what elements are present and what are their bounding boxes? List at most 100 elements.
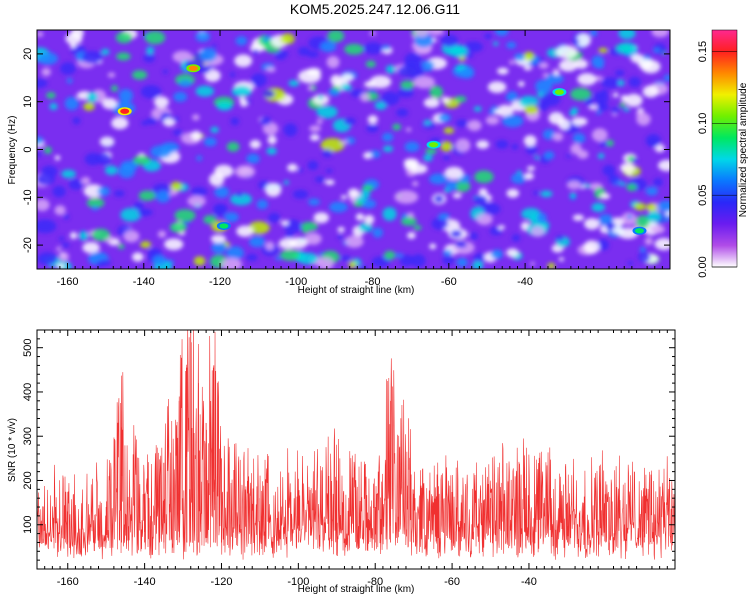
noise-blob xyxy=(534,155,539,160)
noise-blob xyxy=(654,144,665,153)
noise-blob xyxy=(304,232,322,245)
noise-blob xyxy=(358,222,373,233)
noise-blob xyxy=(141,120,149,126)
noise-blob xyxy=(230,193,253,206)
noise-blob xyxy=(234,54,253,68)
noise-blob xyxy=(558,59,578,72)
noise-blob xyxy=(250,73,267,87)
noise-blob xyxy=(61,169,76,179)
noise-blob xyxy=(443,127,455,134)
noise-blob xyxy=(533,190,539,196)
noise-blob xyxy=(61,242,70,248)
noise-blob xyxy=(249,139,261,149)
noise-blob xyxy=(566,154,572,158)
noise-blob xyxy=(382,207,397,221)
noise-blob xyxy=(143,53,156,63)
noise-blob xyxy=(487,81,507,93)
noise-blob xyxy=(536,212,547,223)
noise-blob xyxy=(320,41,337,53)
noise-blob xyxy=(309,125,321,132)
noise-blob xyxy=(455,119,468,128)
noise-blob xyxy=(456,257,468,268)
noise-blob xyxy=(653,177,663,187)
noise-blob xyxy=(308,198,320,206)
noise-blob xyxy=(174,209,196,222)
y-tick-label: 500 xyxy=(22,339,34,357)
noise-blob xyxy=(476,140,490,149)
noise-blob xyxy=(404,52,422,67)
noise-blob xyxy=(577,73,597,86)
noise-blob xyxy=(454,95,467,103)
noise-blob xyxy=(382,132,394,142)
noise-blob xyxy=(627,261,634,266)
noise-blob xyxy=(455,241,467,248)
noise-blob xyxy=(405,127,412,132)
noise-blob xyxy=(238,96,246,103)
noise-blob xyxy=(572,38,580,44)
noise-blob xyxy=(58,236,65,241)
noise-blob xyxy=(518,95,539,108)
noise-blob xyxy=(514,53,525,61)
noise-blob xyxy=(638,251,651,263)
noise-blob xyxy=(599,193,611,200)
noise-blob xyxy=(440,141,453,152)
noise-blob xyxy=(555,45,578,59)
noise-blob xyxy=(37,219,57,234)
noise-blob xyxy=(118,164,135,179)
noise-blob xyxy=(360,92,370,102)
noise-blob xyxy=(350,198,357,203)
noise-blob xyxy=(654,238,670,251)
noise-blob xyxy=(552,132,564,142)
noise-blob xyxy=(330,74,342,87)
noise-blob xyxy=(642,85,659,98)
noise-blob xyxy=(397,65,417,77)
noise-blob xyxy=(164,238,184,251)
noise-blob xyxy=(433,194,444,204)
noise-blob xyxy=(268,212,281,223)
noise-blob xyxy=(363,42,384,55)
noise-blob xyxy=(150,145,172,159)
noise-blob xyxy=(178,79,192,88)
noise-blob xyxy=(425,147,437,155)
x-tick-label: -60 xyxy=(441,276,457,288)
noise-blob xyxy=(576,33,591,47)
noise-blob xyxy=(538,62,549,69)
noise-blob xyxy=(37,31,44,37)
noise-blob xyxy=(157,230,167,238)
noise-blob xyxy=(246,153,260,164)
noise-blob xyxy=(340,255,352,262)
noise-blob xyxy=(83,184,104,198)
noise-blob xyxy=(265,66,276,73)
noise-blob xyxy=(367,115,378,125)
noise-blob xyxy=(606,139,614,147)
colorbar-label: Normalized spectral amplitude xyxy=(738,82,749,217)
spectrogram-y-label: Frequency (Hz) xyxy=(7,116,18,185)
noise-blob xyxy=(140,85,162,99)
noise-blob xyxy=(132,252,144,262)
noise-blob xyxy=(494,30,509,37)
noise-blob xyxy=(524,172,534,180)
noise-blob xyxy=(278,238,297,250)
noise-blob xyxy=(256,199,268,210)
noise-blob xyxy=(553,71,560,76)
noise-blob xyxy=(37,52,58,65)
y-tick-label: 20 xyxy=(22,48,34,60)
noise-blob xyxy=(327,30,345,43)
noise-blob xyxy=(211,241,227,254)
noise-blob xyxy=(496,104,514,117)
hotspot-point xyxy=(188,65,198,71)
noise-blob xyxy=(298,69,322,84)
noise-blob xyxy=(369,88,377,93)
x-tick-label: -120 xyxy=(210,576,232,588)
noise-blob xyxy=(488,110,496,115)
snr-series-line xyxy=(37,330,675,560)
noise-blob xyxy=(360,265,368,269)
noise-blob xyxy=(497,225,505,230)
noise-blob xyxy=(400,217,417,226)
noise-blob xyxy=(658,159,670,172)
x-tick-label: -100 xyxy=(285,276,307,288)
noise-blob xyxy=(44,146,52,154)
noise-blob xyxy=(653,48,661,53)
y-tick-label: 300 xyxy=(22,427,34,445)
noise-blob xyxy=(645,134,661,148)
